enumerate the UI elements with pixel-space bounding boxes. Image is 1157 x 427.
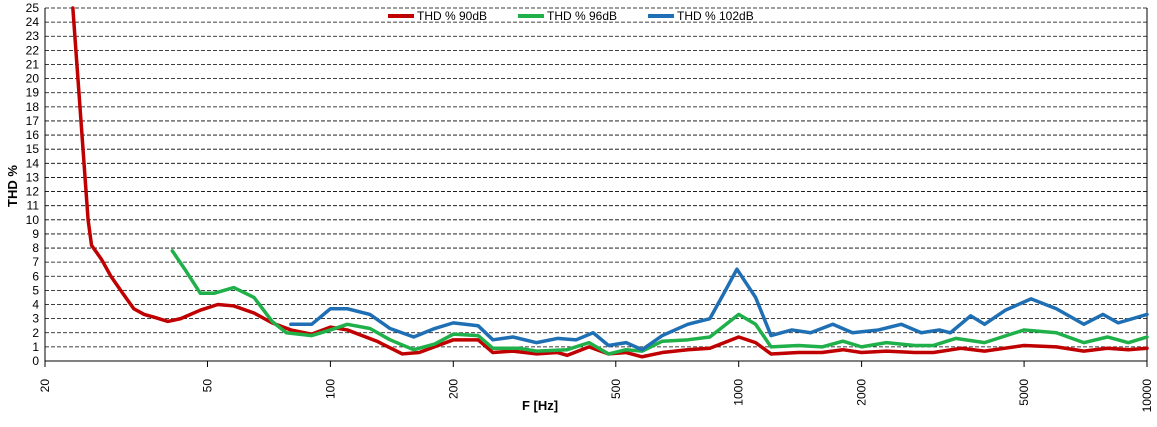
y-tick-label: 18 <box>26 100 40 114</box>
y-tick-label: 7 <box>32 255 39 269</box>
x-tick-label: 5000 <box>1017 379 1031 406</box>
legend-label: THD % 90dB <box>417 9 487 23</box>
series-line <box>170 249 1149 356</box>
x-tick-label: 200 <box>446 379 460 399</box>
y-tick-label: 3 <box>32 312 39 326</box>
x-tick-label: 100 <box>323 379 337 399</box>
legend-label: THD % 102dB <box>677 9 754 23</box>
y-tick-label: 11 <box>27 199 40 213</box>
y-tick-label: 24 <box>26 15 40 29</box>
series-line <box>289 267 1149 352</box>
x-tick-label: 10000 <box>1140 379 1154 413</box>
y-tick-label: 15 <box>26 142 40 156</box>
y-tick-label: 13 <box>26 170 40 184</box>
x-axis-label: F [Hz] <box>522 398 558 413</box>
y-tick-label: 0 <box>32 354 39 368</box>
y-tick-label: 6 <box>32 269 39 283</box>
y-tick-label: 5 <box>32 283 39 297</box>
y-tick-label: 14 <box>26 156 40 170</box>
y-tick-label: 12 <box>26 185 40 199</box>
y-tick-label: 1 <box>32 340 39 354</box>
y-tick-label: 8 <box>32 241 39 255</box>
x-tick-label: 50 <box>200 379 214 393</box>
y-tick-label: 2 <box>32 326 39 340</box>
y-tick-label: 19 <box>26 86 40 100</box>
x-tick-label: 1000 <box>732 379 746 406</box>
y-tick-label: 21 <box>26 57 40 71</box>
y-tick-label: 17 <box>26 114 40 128</box>
y-tick-label: 23 <box>26 29 40 43</box>
x-tick-label: 2000 <box>855 379 869 406</box>
y-tick-label: 4 <box>32 298 39 312</box>
y-tick-label: 9 <box>32 227 39 241</box>
x-tick-label: 500 <box>609 379 623 399</box>
series-line <box>71 6 1149 359</box>
legend-label: THD % 96dB <box>547 9 617 23</box>
y-tick-label: 16 <box>26 128 40 142</box>
y-tick-label: 22 <box>26 43 40 57</box>
x-tick-label: 20 <box>38 379 52 393</box>
y-tick-label: 20 <box>26 72 40 86</box>
y-axis-label: THD % <box>5 165 20 207</box>
y-tick-label: 10 <box>26 213 40 227</box>
y-tick-label: 25 <box>26 1 40 15</box>
